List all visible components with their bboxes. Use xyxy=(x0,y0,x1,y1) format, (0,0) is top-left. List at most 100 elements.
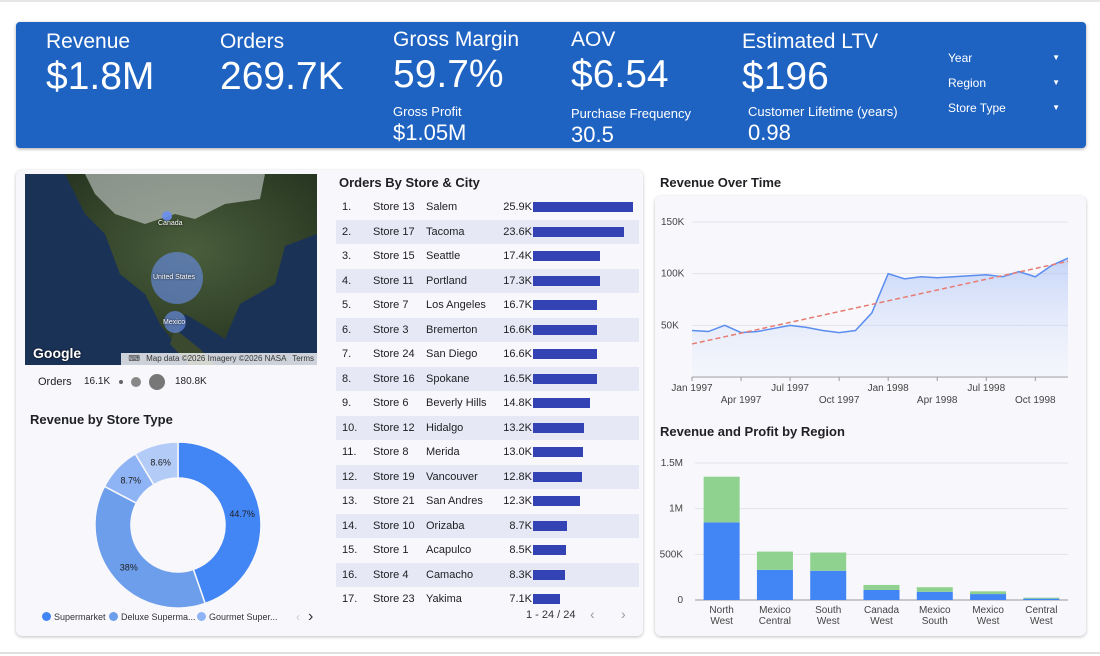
table-row[interactable]: 11. Store 8 Merida 13.0K xyxy=(336,440,639,464)
orders-bar[interactable] xyxy=(533,520,567,531)
orders-bar[interactable] xyxy=(533,447,584,457)
map-terms-link[interactable]: Terms xyxy=(292,354,314,363)
table-row[interactable]: 16. Store 4 Camacho 8.3K xyxy=(336,562,639,587)
kpi-label: Estimated LTV xyxy=(742,30,879,53)
cell-city: Los Angeles xyxy=(426,299,486,311)
revenue-bar[interactable] xyxy=(970,594,1007,600)
table-row[interactable]: 10. Store 12 Hidalgo 13.2K xyxy=(336,415,639,440)
filter-region[interactable]: Region ▼ xyxy=(948,73,1060,93)
orders-bar[interactable] xyxy=(533,569,566,580)
revenue-bar[interactable] xyxy=(810,570,847,600)
profit-bar[interactable] xyxy=(756,551,793,570)
table-row[interactable]: 13. Store 21 San Andres 12.3K xyxy=(336,489,639,513)
revenue-bar[interactable] xyxy=(916,591,953,600)
store-type-legend: Supermarket Deluxe Superma... Gourmet Supe… xyxy=(42,612,282,626)
map-bubble-united-states[interactable] xyxy=(151,252,203,304)
filter-store-type[interactable]: Store Type ▼ xyxy=(948,98,1060,118)
table-row[interactable]: 17. Store 23 Yakima 7.1K xyxy=(336,587,639,611)
donut-slice[interactable] xyxy=(134,441,179,486)
donut-slice[interactable] xyxy=(177,441,262,605)
chevron-left-icon[interactable]: ‹ xyxy=(296,610,300,624)
orders-bar[interactable] xyxy=(533,496,581,506)
profit-bar[interactable] xyxy=(863,584,900,590)
cell-city: Beverly Hills xyxy=(426,397,487,409)
orders-bar[interactable] xyxy=(533,300,598,310)
orders-bar[interactable] xyxy=(533,349,598,359)
kpi-value: $1.8M xyxy=(46,55,155,98)
region-chart[interactable]: 0500K1M1.5MNorthWestMexicoCentralSouthWe… xyxy=(655,445,1086,635)
donut-slice[interactable] xyxy=(94,485,207,609)
cell-val: 16.7K xyxy=(503,299,532,311)
chevron-right-icon[interactable]: › xyxy=(308,608,314,625)
orders-bar[interactable] xyxy=(533,471,583,482)
table-row[interactable]: 12. Store 19 Vancouver 12.8K xyxy=(336,464,639,489)
revenue-bar[interactable] xyxy=(863,589,900,600)
profit-bar[interactable] xyxy=(970,591,1007,595)
cell-store: Store 1 xyxy=(373,544,409,556)
x-tick-label: Oct 1997 xyxy=(819,395,860,406)
table-row[interactable]: 3. Store 15 Seattle 17.4K xyxy=(336,244,639,268)
x-tick-label: West xyxy=(977,616,1000,627)
cell-rank: 5. xyxy=(342,299,352,311)
filter-year[interactable]: Year ▼ xyxy=(948,48,1060,68)
orders-bar[interactable] xyxy=(533,226,625,237)
legend-item[interactable]: Supermarket xyxy=(42,612,106,622)
kpi-header: Revenue $1.8M Orders 269.7K Gross Margin… xyxy=(16,22,1086,148)
kpi-label: Gross Margin xyxy=(393,28,520,51)
profit-bar[interactable] xyxy=(1023,597,1060,599)
cell-val: 13.2K xyxy=(503,421,532,434)
orders-bar[interactable] xyxy=(533,324,598,335)
revenue-time-chart[interactable]: 50K 100K 150K Jan 1997 Jul 1997 Jan 1998 Jul 1… xyxy=(655,200,1086,412)
donut-slice-label: 44.7% xyxy=(229,509,255,519)
table-row[interactable]: 8. Store 16 Spokane 16.5K xyxy=(336,366,639,391)
cell-rank: 1. xyxy=(342,201,352,213)
chevron-right-icon[interactable]: › xyxy=(621,606,626,622)
revenue-bar[interactable] xyxy=(756,569,793,600)
table-row[interactable]: 5. Store 7 Los Angeles 16.7K xyxy=(336,293,639,317)
orders-bar[interactable] xyxy=(533,373,597,384)
cell-rank: 11. xyxy=(342,446,357,458)
cell-store: Store 23 xyxy=(373,593,415,605)
map-imagery xyxy=(25,174,317,365)
orders-bar[interactable] xyxy=(533,422,584,433)
revenue-bar[interactable] xyxy=(703,522,740,600)
cell-val: 17.4K xyxy=(503,250,532,262)
map-bubble-mexico[interactable] xyxy=(164,311,186,333)
table-row[interactable]: 9. Store 6 Beverly Hills 14.8K xyxy=(336,391,639,415)
x-tick-label: Jul 1997 xyxy=(771,383,809,394)
store-type-donut[interactable]: 44.7% 38% 8.7% 8.6% xyxy=(90,437,266,613)
table-row[interactable]: 14. Store 10 Orizaba 8.7K xyxy=(336,513,639,538)
keyboard-icon[interactable]: ⌨ xyxy=(128,354,140,363)
cell-store: Store 3 xyxy=(373,323,409,336)
profit-bar[interactable] xyxy=(703,476,740,523)
legend-item[interactable]: Deluxe Superma... xyxy=(109,612,196,622)
table-row[interactable]: 6. Store 3 Bremerton 16.6K xyxy=(336,317,639,342)
table-row[interactable]: 1. Store 13 Salem 25.9K xyxy=(336,195,639,219)
orders-bar[interactable] xyxy=(533,594,561,604)
map-legend-medium-dot xyxy=(131,377,141,387)
kpi-gross-margin: Gross Margin 59.7% Gross Profit $1.05M xyxy=(393,28,519,146)
profit-bar[interactable] xyxy=(810,552,847,571)
orders-bar[interactable] xyxy=(533,251,601,261)
orders-bar[interactable] xyxy=(533,202,633,212)
map-attribution-text: Map data ©2026 Imagery ©2026 NASA xyxy=(146,354,286,363)
orders-map[interactable]: Canada United States Mexico Google ⌨ Map… xyxy=(25,174,317,365)
kpi-subvalue: 30.5 xyxy=(571,122,614,147)
cell-rank: 16. xyxy=(342,568,358,581)
cell-rank: 4. xyxy=(342,274,352,287)
orders-bar[interactable] xyxy=(533,545,566,555)
orders-bar[interactable] xyxy=(533,275,600,286)
table-row[interactable]: 2. Store 17 Tacoma 23.6K xyxy=(336,219,639,244)
revenue-line[interactable] xyxy=(691,257,1069,334)
legend-item[interactable]: Gourmet Super... xyxy=(197,612,278,622)
table-row[interactable]: 7. Store 24 San Diego 16.6K xyxy=(336,342,639,366)
orders-bar[interactable] xyxy=(533,398,591,408)
kpi-value: $6.54 xyxy=(571,53,669,96)
profit-bar[interactable] xyxy=(916,587,953,592)
table-row[interactable]: 4. Store 11 Portland 17.3K xyxy=(336,268,639,293)
map-bubble-canada[interactable] xyxy=(162,211,172,221)
chevron-left-icon[interactable]: ‹ xyxy=(590,606,595,622)
table-row[interactable]: 15. Store 1 Acapulco 8.5K xyxy=(336,538,639,562)
kpi-sublabel: Gross Profit xyxy=(393,104,462,119)
revenue-bar[interactable] xyxy=(1023,598,1060,600)
